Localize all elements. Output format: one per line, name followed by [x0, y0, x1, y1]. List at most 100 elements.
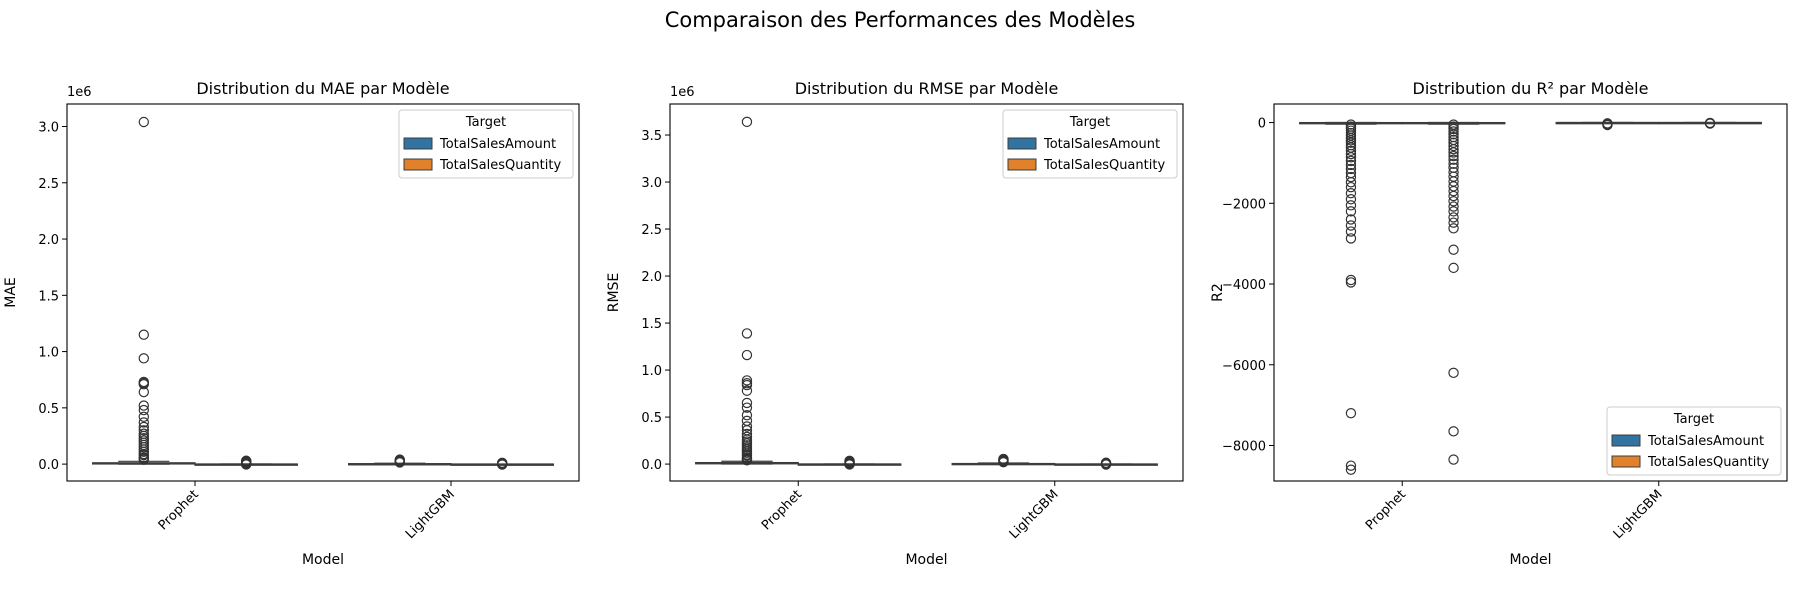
box-TotalSalesQuantity-Prophet: [1401, 119, 1506, 465]
x-tick-label: LightGBM: [403, 487, 458, 542]
outlier-point: [741, 116, 753, 128]
outlier-point: [138, 353, 149, 364]
legend: Target TotalSalesAmount TotalSalesQuantity: [1606, 406, 1782, 476]
outlier-point: [1345, 159, 1357, 171]
y-axis-label: R2: [1210, 283, 1226, 302]
legend-swatch: [1611, 434, 1641, 447]
box-TotalSalesAmount-Prophet: [91, 116, 196, 465]
outlier-point: [394, 457, 405, 468]
box-TotalSalesAmount-Prophet: [695, 116, 799, 466]
outlier-point: [1345, 155, 1357, 167]
outlier-point: [1345, 194, 1357, 205]
outlier-point: [1448, 196, 1459, 207]
y-tick-label: 1.5: [641, 317, 662, 332]
outlier-point: [1448, 262, 1459, 274]
outlier-point: [1448, 206, 1459, 217]
outlier-point: [1448, 201, 1459, 212]
outlier-point: [1345, 233, 1357, 244]
x-tick-label: LightGBM: [1611, 487, 1666, 542]
y-tick-label: 3.0: [641, 176, 662, 191]
y-tick-label: 1.5: [38, 289, 59, 304]
box-TotalSalesQuantity-Prophet: [194, 455, 299, 470]
outlier-point: [1448, 126, 1459, 137]
legend-title: Target: [1673, 412, 1714, 427]
legend-title: Target: [465, 115, 506, 130]
box-TotalSalesAmount-LightGBM: [1555, 118, 1660, 131]
outlier-point: [138, 329, 149, 340]
y-tick-label: 3.5: [641, 129, 662, 144]
axes-frame: [1273, 103, 1788, 482]
legend-frame: [1002, 109, 1178, 179]
y-axis-label: MAE: [3, 277, 19, 308]
y-tick-label: 2.0: [38, 233, 59, 248]
outlier-point: [1100, 459, 1112, 470]
legend-label: TotalSalesQuantity: [1647, 455, 1769, 470]
legend-frame: [1606, 406, 1782, 476]
y-offset-text: 1e6: [67, 85, 92, 100]
outlier-point: [1448, 150, 1459, 162]
outlier-point: [1345, 464, 1357, 475]
outlier-point: [138, 404, 149, 416]
outlier-point: [741, 385, 753, 396]
subplot-3: Distribution du R² par Modèle 0 −2000 −4000…: [1210, 79, 1788, 568]
outlier-point: [998, 456, 1009, 468]
box-TotalSalesAmount-LightGBM: [348, 454, 452, 468]
box-TotalSalesAmount-Prophet: [1299, 119, 1403, 475]
legend: Target TotalSalesAmount TotalSalesQuantity: [1002, 109, 1178, 179]
y-tick-label: −4000: [1222, 278, 1266, 293]
box-TotalSalesQuantity-LightGBM: [1054, 457, 1158, 470]
outlier-point: [1345, 277, 1357, 288]
outlier-point: [741, 402, 753, 413]
outlier-point: [1345, 188, 1357, 199]
outlier-point: [1345, 460, 1357, 471]
box-TotalSalesQuantity-Prophet: [797, 455, 902, 470]
outlier-point: [138, 379, 149, 390]
outlier-point: [1448, 223, 1459, 234]
legend-swatch: [403, 137, 433, 150]
outlier-point: [1448, 147, 1459, 158]
outlier-point: [1448, 185, 1459, 197]
x-tick-label: LightGBM: [1007, 487, 1062, 542]
outlier-point: [240, 459, 252, 470]
box-TotalSalesQuantity-LightGBM: [450, 457, 555, 470]
y-tick-label: 0.5: [641, 411, 662, 426]
outlier-point: [1704, 118, 1716, 129]
outlier-point: [741, 397, 753, 409]
x-tick-label: Prophet: [156, 487, 202, 533]
outlier-point: [138, 400, 149, 411]
legend-label: TotalSalesAmount: [1043, 137, 1160, 152]
legend-frame: [398, 109, 574, 179]
legend-label: TotalSalesAmount: [1647, 434, 1764, 449]
y-tick-label: −6000: [1222, 359, 1266, 374]
y-tick-label: 2.0: [641, 270, 662, 285]
outlier-point: [741, 455, 753, 466]
y-tick-label: 1.0: [38, 346, 59, 361]
outlier-point: [1345, 181, 1357, 193]
outlier-point: [1448, 154, 1459, 165]
x-axis-label: Model: [1509, 552, 1551, 568]
outlier-point: [1448, 190, 1459, 202]
outlier-point: [1448, 140, 1459, 152]
outlier-point: [1345, 226, 1357, 237]
outlier-point: [1345, 200, 1357, 211]
legend-swatch: [1611, 455, 1641, 468]
outlier-point: [741, 431, 753, 443]
outlier-point: [741, 379, 753, 391]
y-tick-label: 2.5: [38, 177, 59, 192]
outlier-point: [1448, 158, 1459, 169]
outlier-point: [1448, 212, 1459, 223]
outlier-point: [1345, 171, 1357, 183]
y-tick-label: −2000: [1222, 197, 1266, 212]
y-tick-label: −8000: [1222, 439, 1266, 454]
y-tick-label: 0.0: [38, 458, 59, 473]
y-tick-label: 0: [1258, 117, 1266, 132]
outlier-point: [1345, 152, 1357, 163]
outlier-point: [1345, 177, 1357, 188]
legend-swatch: [1007, 158, 1037, 171]
outlier-point: [741, 349, 753, 361]
y-offset-text: 1e6: [670, 85, 695, 100]
y-tick-label: 3.0: [38, 121, 59, 136]
outlier-point: [1345, 220, 1357, 231]
x-axis-label: Model: [905, 552, 947, 568]
